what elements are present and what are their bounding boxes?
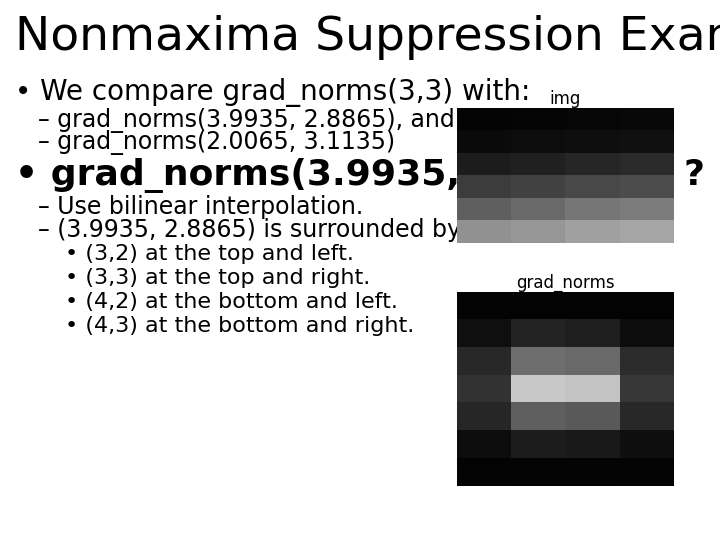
Text: – Use bilinear interpolation.: – Use bilinear interpolation.	[38, 195, 364, 219]
Text: – grad_norms(3.9935, 2.8865), and: – grad_norms(3.9935, 2.8865), and	[38, 108, 455, 133]
Text: Nonmaxima Suppression Example: Nonmaxima Suppression Example	[15, 15, 720, 60]
Text: • We compare grad_norms(3,3) with:: • We compare grad_norms(3,3) with:	[15, 78, 531, 107]
Text: • (4,3) at the bottom and right.: • (4,3) at the bottom and right.	[65, 316, 414, 336]
Text: – (3.9935, 2.8865) is surrounded by:: – (3.9935, 2.8865) is surrounded by:	[38, 218, 467, 242]
Text: • (4,2) at the bottom and left.: • (4,2) at the bottom and left.	[65, 292, 398, 312]
Text: – grad_norms(2.0065, 3.1135): – grad_norms(2.0065, 3.1135)	[38, 130, 395, 155]
Text: • (3,3) at the top and right.: • (3,3) at the top and right.	[65, 268, 370, 288]
Title: grad_norms: grad_norms	[516, 273, 614, 292]
Title: img: img	[549, 90, 581, 108]
Text: • grad_norms(3.9935, 2.8865) = ?: • grad_norms(3.9935, 2.8865) = ?	[15, 158, 705, 193]
Text: • (3,2) at the top and left.: • (3,2) at the top and left.	[65, 244, 354, 264]
